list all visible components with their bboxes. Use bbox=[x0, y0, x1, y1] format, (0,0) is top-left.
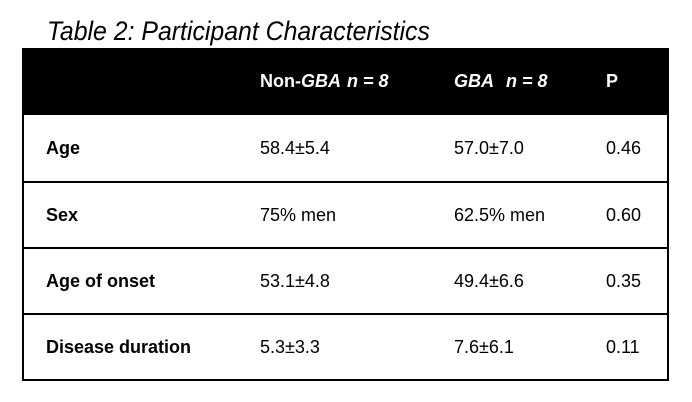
table-row: Age of onset 53.1±4.8 49.4±6.6 0.35 bbox=[24, 247, 667, 313]
gba-value: 57.0±7.0 bbox=[454, 137, 524, 158]
header-non-gba-gene: GBA bbox=[300, 71, 341, 91]
gba-value: 7.6±6.1 bbox=[454, 336, 514, 357]
header-gba-n: n = 8 bbox=[506, 71, 548, 91]
header-non-gba-n: n = 8 bbox=[346, 71, 389, 91]
row-label: Age of onset bbox=[46, 270, 156, 291]
row-label: Disease duration bbox=[46, 336, 192, 357]
table-header-row: Non- GBA n = 8 GBA n = 8 P bbox=[24, 48, 667, 115]
header-p-value: P bbox=[606, 71, 619, 91]
row-label: Sex bbox=[46, 204, 79, 225]
header-non-gba: Non- GBA n = 8 bbox=[260, 48, 389, 115]
header-gba: GBA n = 8 bbox=[454, 48, 548, 115]
header-non-gba-prefix: Non- bbox=[260, 71, 301, 91]
row-label: Age bbox=[46, 137, 81, 158]
table-row: Age 58.4±5.4 57.0±7.0 0.46 bbox=[24, 115, 667, 181]
p-value: 0.60 bbox=[606, 204, 642, 225]
table-row: Disease duration 5.3±3.3 7.6±6.1 0.11 bbox=[24, 313, 667, 379]
p-value: 0.46 bbox=[606, 137, 642, 158]
non-gba-value: 58.4±5.4 bbox=[260, 137, 330, 158]
non-gba-value: 5.3±3.3 bbox=[260, 336, 320, 357]
p-value: 0.11 bbox=[606, 336, 640, 357]
participant-characteristics-table: Non- GBA n = 8 GBA n = 8 P Age 58.4±5.4 57.… bbox=[22, 48, 669, 381]
non-gba-value: 75% men bbox=[260, 204, 337, 225]
non-gba-value: 53.1±4.8 bbox=[260, 270, 330, 291]
gba-value: 62.5% men bbox=[454, 204, 546, 225]
table-row: Sex 75% men 62.5% men 0.60 bbox=[24, 181, 667, 247]
p-value: 0.35 bbox=[606, 270, 642, 291]
table-caption: Table 2: Participant Characteristics bbox=[47, 16, 430, 46]
header-gba-gene: GBA bbox=[454, 71, 494, 91]
gba-value: 49.4±6.6 bbox=[454, 270, 524, 291]
